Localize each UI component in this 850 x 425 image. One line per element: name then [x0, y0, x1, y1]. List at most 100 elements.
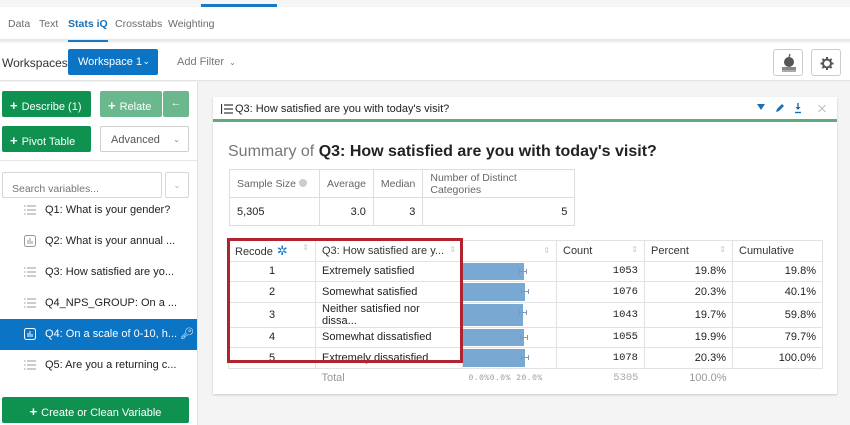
- sort-icon[interactable]: ⇕: [719, 244, 726, 254]
- divider: [0, 160, 197, 161]
- info-icon[interactable]: [298, 178, 307, 187]
- bar-cell: [462, 347, 557, 369]
- table-row: 2 Somewhat satisfied 1076 20.3% 40.1%: [228, 281, 823, 303]
- chevron-down-icon: ⌄: [229, 58, 236, 67]
- describe-button[interactable]: + Describe (1): [2, 91, 91, 117]
- stats-value: 5: [422, 197, 576, 226]
- create-variable-button[interactable]: + Create or Clean Variable: [2, 397, 189, 423]
- search-variables-input[interactable]: [2, 172, 162, 198]
- stats-header: Sample Size: [229, 169, 320, 198]
- back-arrow-button[interactable]: ←: [163, 91, 189, 117]
- summary-heading: Summary of Q3: How satisfied are you wit…: [228, 143, 657, 161]
- error-bar: [520, 334, 528, 340]
- describe-label: Describe (1): [21, 101, 82, 113]
- column-header-label[interactable]: Q3: How satisfied are y... ⇕: [315, 240, 463, 262]
- percent-bar: [463, 349, 525, 367]
- create-label: Create or Clean Variable: [41, 407, 162, 419]
- card-title: Q3: How satisfied are you with today's v…: [235, 103, 450, 115]
- table-row: 3 Neither satisfied nor dissa... 1043 19…: [228, 301, 823, 328]
- chevron-down-icon: ⌄: [142, 56, 150, 66]
- active-indicator: [201, 4, 277, 7]
- variable-label: Q1: What is your gender?: [45, 204, 171, 216]
- column-header-recode[interactable]: Recode ✲ ⇕: [228, 240, 316, 262]
- table-row: 5 Extremely dissatisfied 1078 20.3% 100.…: [228, 347, 823, 369]
- gear-icon[interactable]: ✲: [276, 242, 288, 258]
- relate-label: Relate: [119, 101, 152, 113]
- plus-icon: +: [108, 98, 116, 113]
- column-header-percent[interactable]: Percent ⇕: [644, 240, 733, 262]
- variable-item[interactable]: Q3: How satisfied are yo...: [0, 257, 197, 288]
- cumulative-cell: 79.7%: [732, 326, 823, 348]
- label-cell: Extremely dissatisfied: [315, 347, 463, 369]
- stats-header: Number of Distinct Categories: [422, 169, 576, 198]
- sort-icon[interactable]: ⇕: [543, 246, 550, 256]
- tab-text[interactable]: Text: [39, 18, 59, 30]
- cumulative-cell: 100.0%: [732, 347, 823, 369]
- column-header-cumulative[interactable]: Cumulative: [732, 240, 823, 262]
- close-icon[interactable]: [817, 102, 827, 114]
- count-cell: 1076: [556, 281, 645, 303]
- workspace-dropdown[interactable]: Workspace 1 ⌄: [68, 49, 158, 75]
- advanced-label: Advanced: [111, 134, 160, 146]
- cumulative-cell: 59.8%: [732, 301, 823, 328]
- apple-books-icon: [782, 53, 796, 72]
- percent-cell: 19.9%: [644, 326, 733, 348]
- column-header-bar[interactable]: ⇕: [462, 240, 557, 262]
- stats-header: Median: [372, 169, 424, 198]
- count-cell: 1053: [556, 260, 645, 282]
- label-cell: Somewhat dissatisfied: [315, 326, 463, 348]
- search-filter-dropdown[interactable]: ⌄: [165, 172, 189, 198]
- label-cell: Somewhat satisfied: [315, 281, 463, 303]
- count-cell: 1043: [556, 301, 645, 328]
- bar-cell: [462, 301, 557, 328]
- variable-item[interactable]: Q2: What is your annual ...: [0, 226, 197, 257]
- download-icon[interactable]: [793, 102, 803, 114]
- plus-icon: +: [10, 98, 18, 113]
- variable-label: Q3: How satisfied are yo...: [45, 266, 174, 278]
- pivot-table-button[interactable]: + Pivot Table: [2, 126, 91, 152]
- tab-weighting[interactable]: Weighting: [168, 18, 215, 30]
- plus-icon: +: [10, 133, 18, 148]
- result-card: Q3: How satisfied are you with today's v…: [213, 97, 837, 394]
- variable-item[interactable]: Q1: What is your gender?: [0, 203, 197, 226]
- table-row: 4 Somewhat dissatisfied 1055 19.9% 79.7%: [228, 326, 823, 348]
- key-icon[interactable]: 🔑︎: [180, 328, 194, 340]
- add-filter-button[interactable]: Add Filter ⌄: [177, 56, 236, 68]
- tab-data[interactable]: Data: [8, 18, 31, 30]
- bar-cell: [462, 260, 557, 282]
- total-percent: 100.0%: [689, 372, 727, 385]
- column-header-count[interactable]: Count ⇕: [556, 240, 645, 262]
- sort-icon[interactable]: ⇕: [631, 244, 638, 254]
- total-row: Total 0.0%0.0% 20.0% 5305 100.0%: [229, 368, 823, 388]
- filter-icon[interactable]: [756, 102, 766, 114]
- variable-label: Q4_NPS_GROUP: On a ...: [45, 297, 178, 309]
- stats-value: 3.0: [319, 197, 374, 226]
- stats-value: 3: [372, 197, 424, 226]
- error-bar: [519, 268, 527, 274]
- tab-crosstabs[interactable]: Crosstabs: [115, 18, 163, 30]
- chevron-down-icon: ⌄: [173, 181, 181, 190]
- plus-icon: +: [29, 404, 38, 419]
- workspaces-label: Workspaces:: [2, 56, 72, 70]
- bar-chart-icon: [24, 328, 36, 340]
- recode-cell: 3: [228, 301, 316, 328]
- percent-cell: 20.3%: [644, 347, 733, 369]
- sort-icon[interactable]: ⇕: [302, 242, 309, 252]
- tab-stats-iq[interactable]: Stats iQ: [68, 18, 108, 42]
- percent-cell: 19.8%: [644, 260, 733, 282]
- sort-icon[interactable]: ⇕: [449, 244, 456, 254]
- variable-item-selected[interactable]: Q4: On a scale of 0-10, h... 🔑︎: [0, 319, 197, 350]
- stats-header: Average: [319, 169, 374, 198]
- settings-button[interactable]: [811, 49, 841, 76]
- variable-item[interactable]: Q5: Are you a returning c...: [0, 350, 197, 381]
- add-filter-label: Add Filter: [177, 56, 225, 68]
- variable-item[interactable]: Q4_NPS_GROUP: On a ...: [0, 288, 197, 319]
- advanced-select[interactable]: Advanced ⌄: [100, 126, 189, 152]
- apple-books-button[interactable]: [773, 49, 803, 76]
- gear-icon: [820, 57, 834, 70]
- count-cell: 1078: [556, 347, 645, 369]
- pencil-icon[interactable]: [774, 102, 785, 114]
- bar-cell: [462, 326, 557, 348]
- bar-axis-labels: 0.0%0.0% 20.0%: [468, 373, 543, 383]
- relate-button[interactable]: + Relate: [100, 91, 162, 117]
